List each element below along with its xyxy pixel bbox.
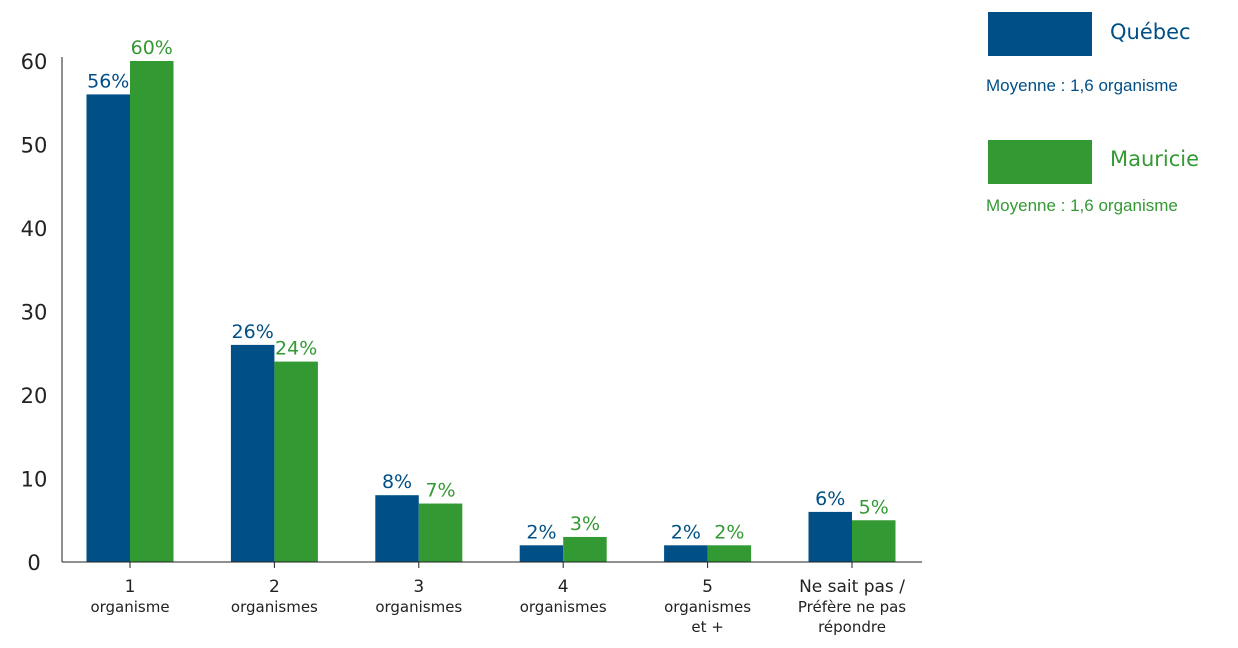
x-tick-label: 2 organismes	[231, 577, 318, 616]
y-tick-label: 20	[21, 384, 48, 408]
legend-swatch-quebec	[988, 12, 1092, 56]
x-tick-label-line: organismes	[664, 598, 751, 616]
bars: 56%60% 26%24% 8% 7% 2% 3% 2% 2% 6% 5%	[86, 37, 896, 563]
x-tick-label-line: 3	[413, 577, 424, 597]
data-label: 5%	[859, 496, 889, 518]
x-tick-label: 5 organismes et +	[664, 577, 751, 636]
legend-swatch-mauricie	[988, 140, 1092, 184]
x-tick-label-line: répondre	[818, 618, 886, 636]
x-tick-label-line: organisme	[90, 598, 169, 616]
bar	[664, 545, 708, 562]
x-tick-label-line: organismes	[375, 598, 462, 616]
bar	[563, 536, 607, 562]
bar	[86, 94, 130, 563]
x-tick-label: 1 organisme	[90, 577, 169, 616]
x-tick-label: 4 organismes	[520, 577, 607, 616]
x-tick-label-line: Ne sait pas /	[799, 577, 905, 597]
x-tick-label-line: organismes	[520, 598, 607, 616]
bar	[418, 503, 463, 562]
bar	[808, 511, 852, 562]
legend-average-quebec: Moyenne : 1,6 organisme	[986, 76, 1178, 95]
legend-average-mauricie: Moyenne : 1,6 organisme	[986, 196, 1178, 215]
x-tick-label-line: 4	[558, 577, 569, 597]
bar	[852, 520, 896, 562]
bar	[707, 545, 752, 562]
data-label: 2%	[714, 521, 744, 543]
data-label: 7%	[425, 480, 455, 502]
data-label: 6%	[815, 488, 845, 510]
x-tick-label-line: organismes	[231, 598, 318, 616]
bar	[130, 61, 174, 562]
data-label: 26%	[232, 321, 274, 343]
data-label: 24%	[275, 338, 317, 360]
x-tick-label: 3 organismes	[375, 577, 462, 616]
x-tick-label-line: Préfère ne pas	[798, 598, 906, 616]
data-label: 56%	[87, 70, 129, 92]
bar	[230, 344, 275, 562]
bar	[274, 361, 318, 562]
x-tick-label-line: 5	[702, 577, 713, 597]
data-label: 2%	[671, 521, 701, 543]
legend-label-quebec: Québec	[1110, 20, 1191, 44]
x-tick-label-line: et +	[691, 618, 723, 636]
x-tick-label-line: 1	[125, 577, 136, 597]
y-tick-label: 50	[21, 134, 48, 158]
data-label: 60%	[131, 37, 173, 59]
data-label: 3%	[570, 513, 600, 535]
data-label: 8%	[382, 471, 412, 493]
legend-label-mauricie: Mauricie	[1110, 147, 1200, 171]
data-label: 2%	[526, 521, 556, 543]
x-tick-label: Ne sait pas / Préfère ne pas répondre	[798, 577, 906, 636]
x-tick-label-line: 2	[269, 577, 280, 597]
y-tick-label: 0	[27, 551, 40, 575]
bar	[375, 495, 419, 562]
bar	[519, 545, 564, 562]
y-tick-label: 30	[21, 301, 48, 325]
bar-chart: 0 10 20 30 40 50 60 56%60% 26%24% 8% 7% 2% 3% 2% 2% 6%…	[21, 37, 922, 636]
y-tick-label: 10	[21, 468, 48, 492]
y-axis: 0 10 20 30 40 50 60	[21, 50, 63, 575]
y-tick-label: 40	[21, 217, 48, 241]
y-tick-label: 60	[21, 50, 48, 74]
